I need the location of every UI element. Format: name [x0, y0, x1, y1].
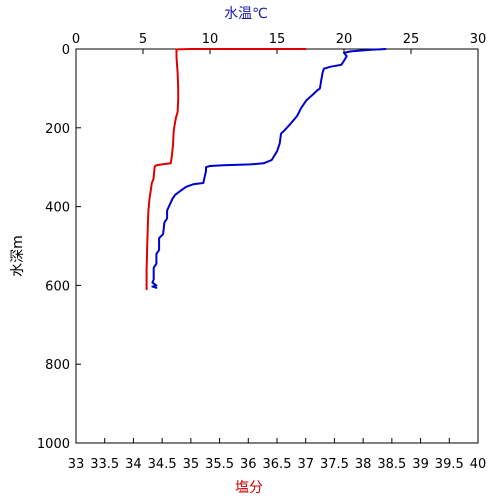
- y-tick-label: 0: [62, 43, 70, 58]
- temperature-series-line: [151, 48, 387, 289]
- top-tick-label: 10: [202, 32, 219, 47]
- y-tick-label: 400: [45, 201, 70, 216]
- bottom-tick-label: 34.5: [148, 457, 177, 472]
- salinity-series-line: [145, 48, 307, 291]
- bottom-tick-label: 37: [297, 457, 314, 472]
- bottom-tick-label: 34: [125, 457, 142, 472]
- bottom-tick-label: 35: [183, 457, 200, 472]
- bottom-tick-label: 36.5: [263, 457, 292, 472]
- bottom-tick-label: 35.5: [205, 457, 234, 472]
- top-tick-label: 25: [403, 32, 420, 47]
- bottom-tick-label: 33.5: [90, 457, 119, 472]
- y-tick-label: 200: [45, 122, 70, 137]
- top-axis-title: 水温℃: [224, 6, 268, 22]
- y-tick-label: 800: [45, 358, 70, 373]
- y-tick-label: 1000: [37, 437, 70, 452]
- y-tick-label: 600: [45, 279, 70, 294]
- bottom-tick-label: 40: [470, 457, 487, 472]
- bottom-axis-title: 塩分: [235, 480, 263, 496]
- bottom-tick-label: 37.5: [320, 457, 349, 472]
- bottom-tick-label: 36: [240, 457, 257, 472]
- series-layer: [145, 48, 387, 291]
- top-tick-label: 5: [139, 32, 147, 47]
- top-tick-label: 30: [470, 32, 487, 47]
- bottom-tick-label: 33: [68, 457, 85, 472]
- top-tick-label: 0: [72, 32, 80, 47]
- y-axis-title: 水深m: [10, 235, 26, 277]
- plot-frame: [75, 48, 479, 444]
- top-tick-label: 15: [269, 32, 286, 47]
- bottom-tick-label: 38: [355, 457, 372, 472]
- ticks-layer: 0 200 400 600 800 1000 0 5 10 15 20 25 30 33 33.5 34 34.…: [37, 32, 486, 472]
- top-tick-label: 20: [336, 32, 353, 47]
- bottom-tick-label: 39.5: [435, 457, 464, 472]
- bottom-tick-label: 38.5: [377, 457, 406, 472]
- bottom-tick-label: 39: [412, 457, 429, 472]
